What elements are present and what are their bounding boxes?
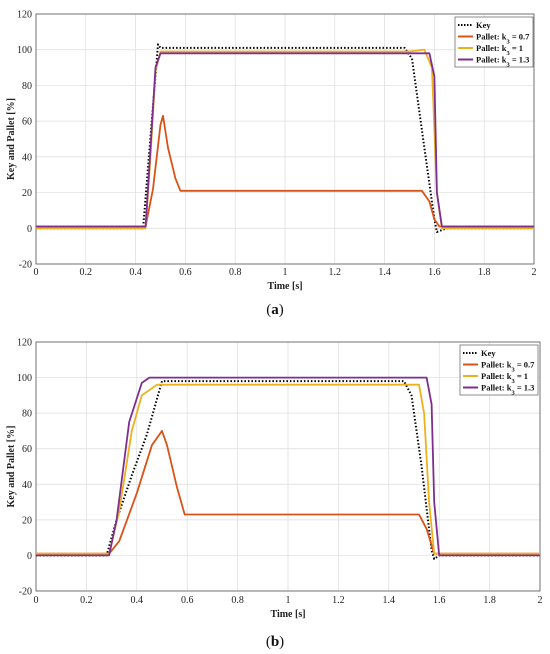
caption-open: (	[266, 634, 271, 650]
y-tick-label: 100	[17, 45, 32, 56]
x-tick-label: 0.2	[80, 595, 93, 606]
legend-entry-name: Key	[481, 348, 496, 358]
y-tick-label: 0	[27, 224, 32, 235]
legend-entry-prefix: Pallet: k	[481, 383, 512, 393]
legend-entry: Pallet: k3 = 1	[476, 43, 523, 57]
x-tick-label: 1	[286, 595, 291, 606]
legend-entry-prefix: Pallet: k	[476, 32, 507, 42]
x-tick-label: 1.2	[329, 267, 342, 278]
series-line-key	[36, 380, 540, 560]
x-tick-label: 0.6	[181, 595, 194, 606]
y-tick-label: -20	[19, 587, 32, 598]
legend-entry-suffix: = 1	[510, 43, 523, 53]
x-axis-label: Time [s]	[267, 281, 302, 292]
legend-entry-prefix: Pallet: k	[481, 360, 512, 370]
y-axis-label: Key and Pallet [%]	[6, 98, 17, 180]
caption-open: (	[266, 302, 271, 318]
series-line-pallet-1	[36, 430, 540, 555]
x-tick-label: 0.4	[131, 595, 144, 606]
x-tick-label: 1.8	[478, 267, 491, 278]
y-tick-label: 60	[22, 117, 32, 128]
chart-panel-a: 0 0.2 0.4 0.6 0.8 1 1.2 1.4 1.6 1.8 2 -20 0 20 40 60 80 1…	[0, 0, 550, 320]
panel-caption: (b)	[266, 634, 284, 650]
series-line-pallet-3	[36, 376, 540, 557]
x-tick-label: 0.6	[179, 267, 192, 278]
legend-entry-prefix: Pallet: k	[476, 55, 507, 65]
legend-entry-suffix: = 0.7	[510, 32, 530, 42]
y-axis-label: Key and Pallet [%]	[6, 426, 17, 508]
line-chart-a: 0 0.2 0.4 0.6 0.8 1 1.2 1.4 1.6 1.8 2-200204060801…	[6, 10, 537, 319]
x-tick-label: 2	[532, 267, 537, 278]
axes-frame	[35, 341, 541, 592]
y-tick-label: 80	[22, 409, 32, 420]
legend-entry: Pallet: k3 = 0.7	[481, 360, 535, 374]
legend-entry-subscript: 3	[506, 50, 510, 57]
y-tick-label: 40	[22, 152, 32, 163]
x-tick-label: 0.8	[231, 595, 244, 606]
x-tick-label: 2	[538, 595, 543, 606]
legend-entry: Pallet: k3 = 1.3	[481, 383, 534, 397]
series-line-pallet-3	[36, 52, 534, 228]
chart-panel-b: 0 0.2 0.4 0.6 0.8 1 1.2 1.4 1.6 1.8 2 -20 0 20 40 60 80 1…	[0, 328, 550, 654]
legend-entry-prefix: Pallet: k	[476, 43, 507, 53]
series-line-key	[36, 43, 534, 233]
x-tick-label: 1.2	[332, 595, 345, 606]
x-tick-label: 0.2	[80, 267, 93, 278]
x-tick-label: 0.4	[129, 267, 142, 278]
x-tick-label: 1.6	[428, 267, 441, 278]
x-tick-label: 1	[283, 267, 288, 278]
legend-entry-subscript: 3	[511, 389, 515, 396]
y-tick-label: 120	[17, 338, 32, 349]
x-tick-label: 1.6	[433, 595, 446, 606]
legend-entry-subscript: 3	[506, 38, 510, 45]
legend-entry-suffix: = 0.7	[515, 360, 535, 370]
x-tick-label: 0.8	[229, 267, 242, 278]
caption-letter: b	[271, 634, 279, 650]
caption-close: )	[279, 302, 284, 318]
y-tick-label: 20	[22, 515, 32, 526]
y-tick-label: -20	[19, 260, 32, 271]
legend-entry-name: Key	[476, 20, 491, 30]
x-tick-label: 1.8	[483, 595, 496, 606]
x-tick-label: 1.4	[378, 267, 391, 278]
legend-entry: Pallet: k3 = 1	[481, 371, 528, 385]
legend-entry: Pallet: k3 = 1.3	[476, 55, 529, 69]
panel-caption: (a)	[266, 302, 284, 318]
y-tick-label: 80	[22, 81, 32, 92]
legend-entry-suffix: = 1	[515, 371, 528, 381]
y-tick-label: 0	[27, 551, 32, 562]
legend-entry: Pallet: k3 = 0.7	[476, 32, 530, 46]
x-tick-label: 1.4	[383, 595, 396, 606]
y-tick-label: 40	[22, 480, 32, 491]
x-tick-label: 0	[34, 595, 39, 606]
axes-frame	[35, 13, 535, 265]
series-line-pallet-1	[36, 114, 534, 228]
y-tick-label: 20	[22, 188, 32, 199]
legend-entry: Key	[481, 348, 496, 358]
legend-entry-subscript: 3	[511, 366, 515, 373]
caption-close: )	[279, 634, 284, 650]
x-tick-label: 0	[34, 267, 39, 278]
line-chart-b: 0 0.2 0.4 0.6 0.8 1 1.2 1.4 1.6 1.8 2-200204060801…	[6, 338, 543, 651]
legend-entry-subscript: 3	[506, 61, 510, 68]
y-tick-label: 100	[17, 373, 32, 384]
caption-letter: a	[271, 302, 279, 318]
legend-entry-prefix: Pallet: k	[481, 371, 512, 381]
x-axis-label: Time [s]	[270, 609, 305, 620]
legend-entry-suffix: = 1.3	[510, 55, 530, 65]
legend-entry: Key	[476, 20, 491, 30]
legend-entry-subscript: 3	[511, 378, 515, 385]
y-tick-label: 60	[22, 444, 32, 455]
y-tick-label: 120	[17, 10, 32, 21]
legend-entry-suffix: = 1.3	[515, 383, 535, 393]
